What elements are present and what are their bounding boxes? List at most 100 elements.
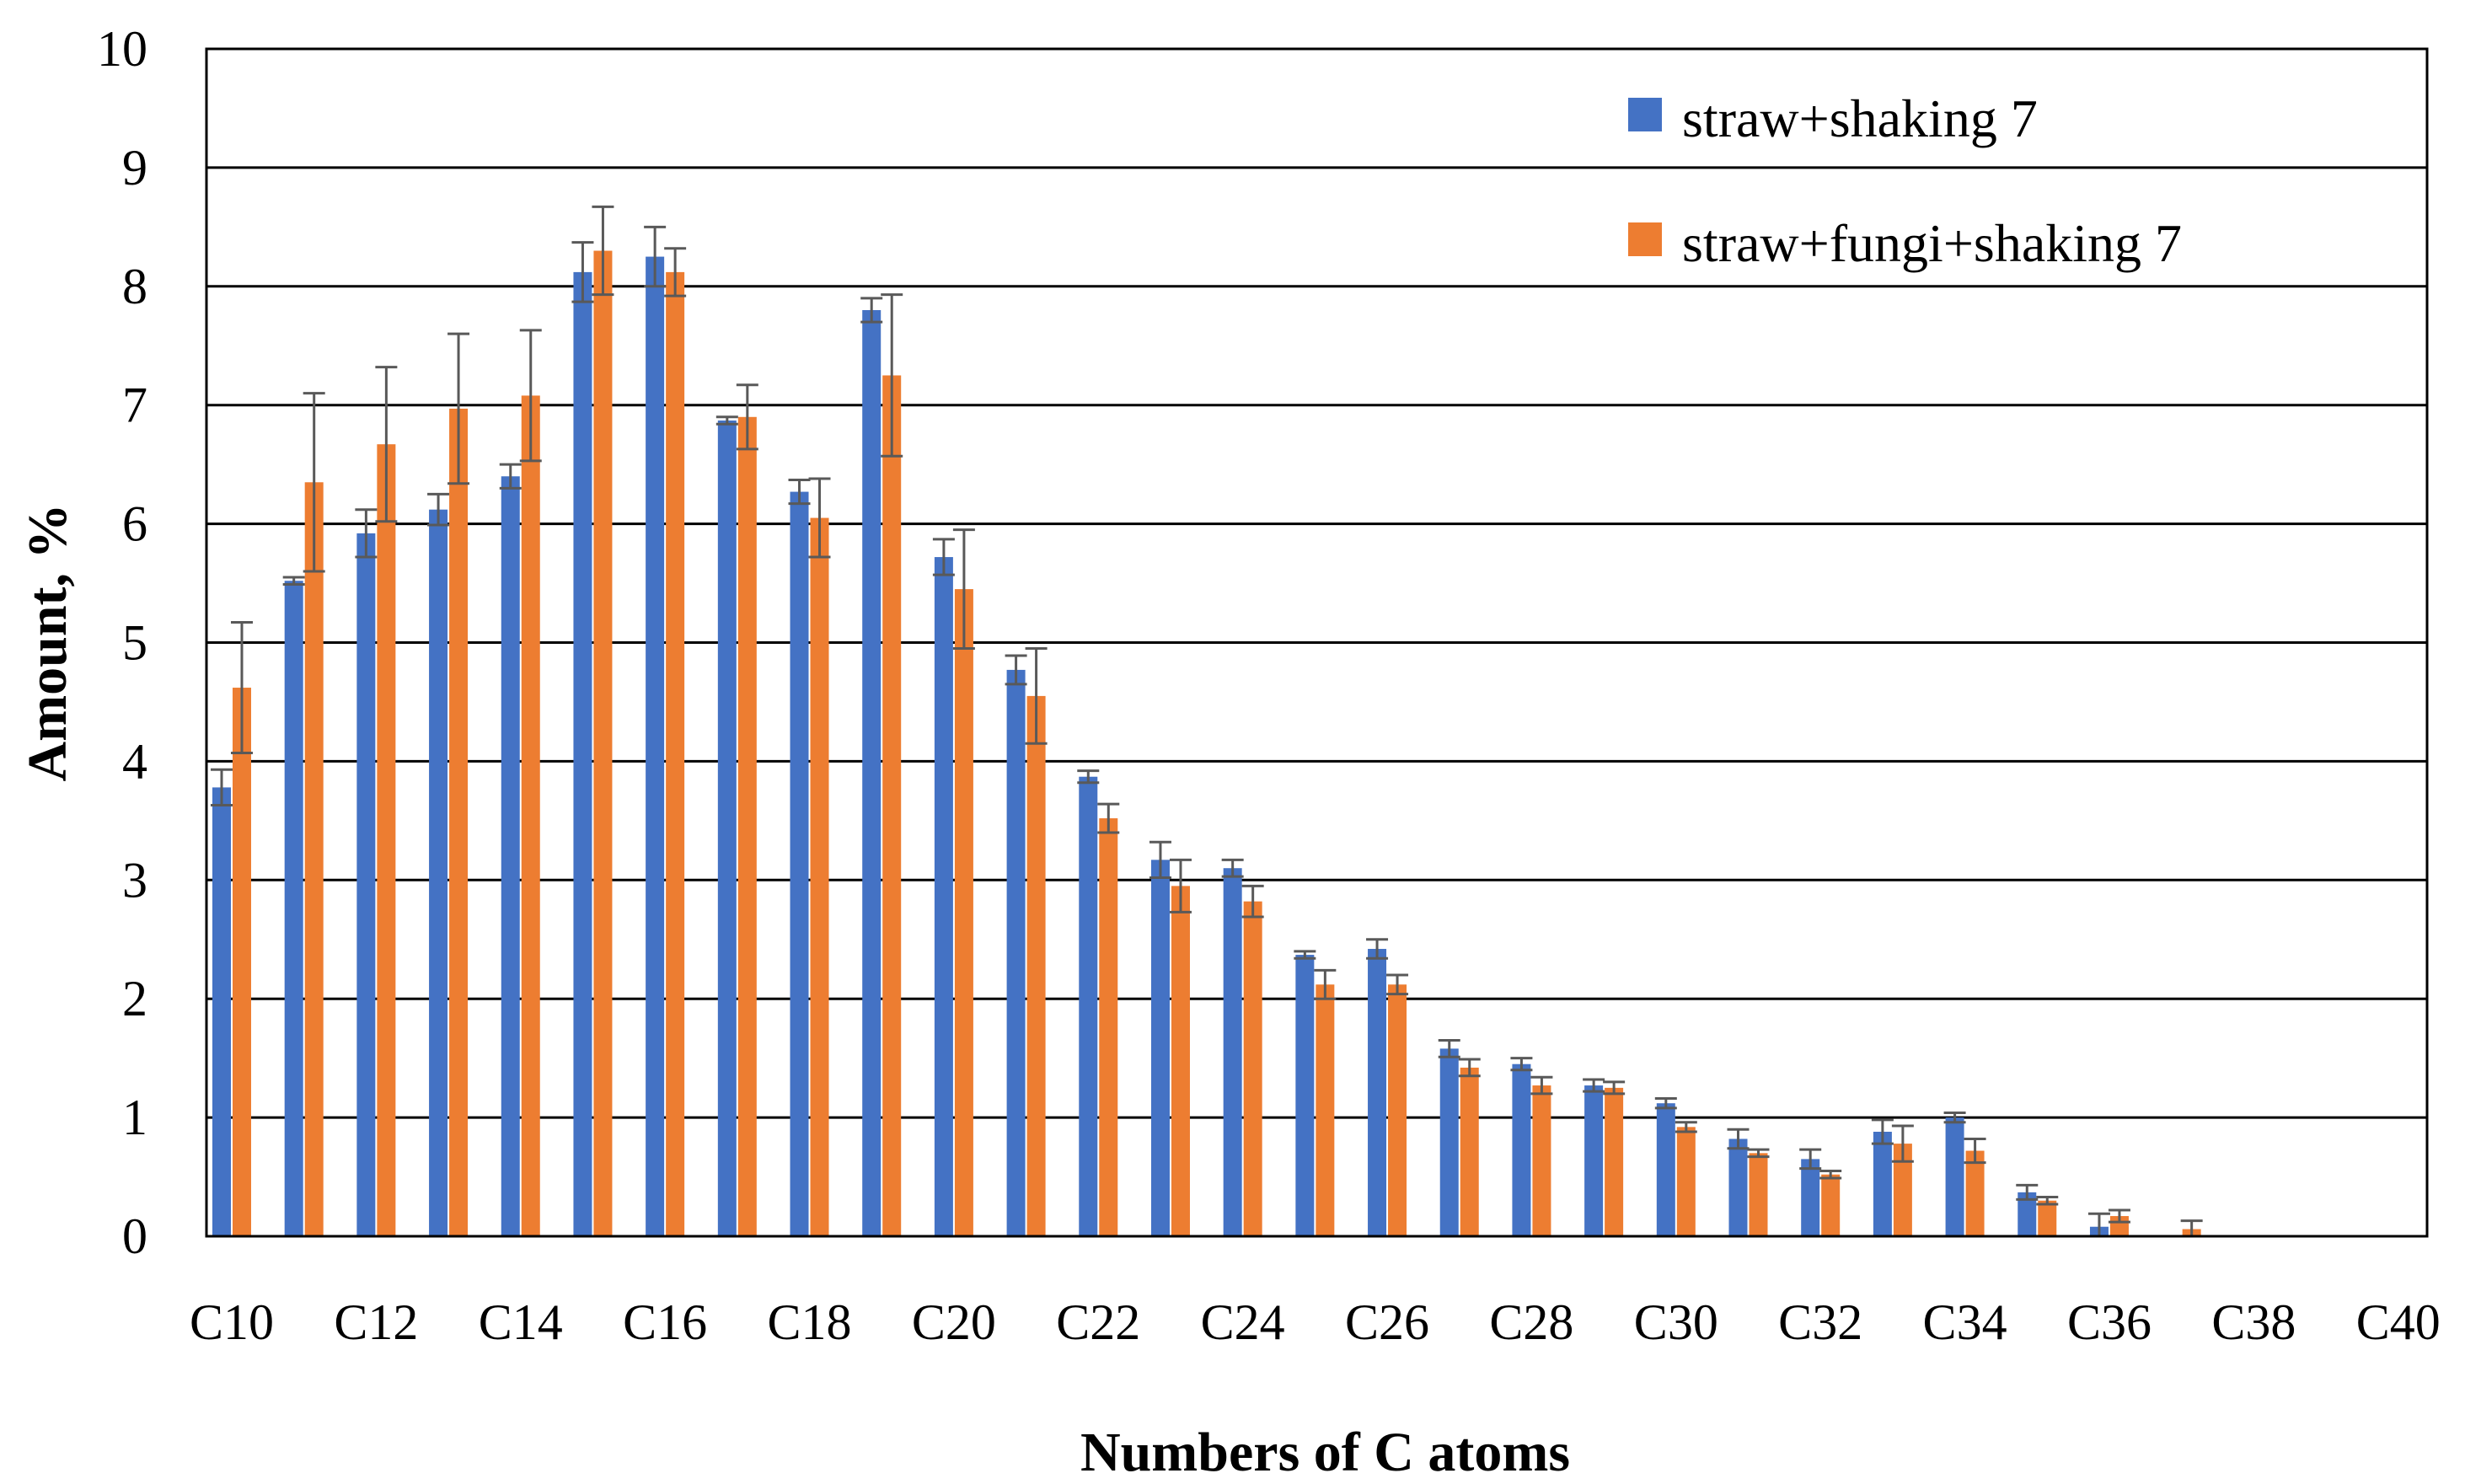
bar-straw-fungi-shaking-C22 <box>1099 818 1118 1236</box>
error-bar <box>1097 802 1120 834</box>
x-tick-label: C16 <box>623 1294 707 1350</box>
error-bar <box>1025 647 1048 745</box>
bar-straw-shaking-C14 <box>501 476 520 1236</box>
error-bar <box>1366 938 1389 960</box>
error-bar <box>2108 1208 2130 1224</box>
bar-straw-fungi-shaking-C24 <box>1243 901 1262 1236</box>
error-bar <box>1871 1118 1894 1145</box>
bar-straw-shaking-C30 <box>1656 1103 1675 1236</box>
y-tick-label: 5 <box>122 615 147 671</box>
bar-straw-fungi-shaking-C10 <box>232 688 251 1236</box>
bar-straw-shaking-C31 <box>1728 1138 1748 1236</box>
error-bar <box>1294 950 1316 960</box>
error-bar <box>881 293 903 458</box>
error-bar <box>644 225 667 288</box>
x-axis-title: Numbers of C atoms <box>1080 1422 1570 1483</box>
bar-straw-fungi-shaking-C21 <box>1026 695 1046 1236</box>
error-bar <box>1799 1148 1822 1171</box>
error-bar <box>1747 1148 1770 1159</box>
legend: straw+shaking 7 straw+fungi+shaking 7 <box>1628 88 2182 273</box>
x-tick-label: C38 <box>2211 1294 2296 1350</box>
bar-straw-shaking-C21 <box>1006 669 1026 1236</box>
bar-straw-shaking-C16 <box>646 256 665 1237</box>
error-bar <box>375 366 398 523</box>
bars <box>212 250 2201 1237</box>
y-tick-label: 6 <box>122 496 147 552</box>
error-bar <box>932 538 955 576</box>
error-bar <box>447 332 470 485</box>
x-tick-label: C20 <box>912 1294 996 1350</box>
bar-straw-shaking-C26 <box>1368 949 1387 1236</box>
bar-straw-shaking-C11 <box>284 581 303 1236</box>
x-tick-label: C18 <box>768 1294 852 1350</box>
bar-straw-shaking-C29 <box>1584 1085 1604 1236</box>
bar-straw-fungi-shaking-C26 <box>1388 984 1407 1236</box>
error-bar <box>2016 1183 2039 1201</box>
error-bar <box>1386 973 1409 996</box>
bar-straw-fungi-shaking-C25 <box>1316 984 1335 1236</box>
y-tick-label: 1 <box>122 1090 147 1145</box>
legend-swatch-straw-fungi-shaking <box>1628 222 1662 256</box>
error-bar <box>1438 1039 1460 1058</box>
bar-straw-shaking-C32 <box>1801 1159 1820 1236</box>
bar-straw-shaking-C34 <box>1945 1117 1964 1236</box>
y-tick-label: 3 <box>122 852 147 908</box>
x-tick-label: C12 <box>334 1294 418 1350</box>
bar-straw-shaking-C19 <box>862 309 882 1237</box>
bar-straw-shaking-C35 <box>2018 1192 2037 1236</box>
x-tick-label: C34 <box>1923 1294 2007 1350</box>
bar-straw-shaking-C28 <box>1512 1063 1531 1236</box>
error-bar <box>427 492 450 527</box>
error-bar <box>1675 1121 1697 1133</box>
bar-straw-fungi-shaking-C19 <box>882 375 902 1237</box>
error-bar <box>1891 1124 1914 1163</box>
bar-straw-fungi-shaking-C14 <box>521 395 540 1237</box>
y-tick-label: 0 <box>122 1208 147 1264</box>
y-tick-label: 4 <box>122 733 147 789</box>
y-axis-title: Amount, % <box>17 503 78 781</box>
bar-straw-shaking-C13 <box>429 509 448 1236</box>
error-bar <box>210 768 233 807</box>
error-bar <box>788 478 811 506</box>
x-tick-label: C40 <box>2356 1294 2441 1350</box>
error-bar <box>1077 769 1100 785</box>
error-bar <box>1727 1128 1750 1150</box>
plot-area-frame <box>205 47 2429 1238</box>
x-tick-label: C24 <box>1201 1294 1285 1350</box>
x-tick-label: C36 <box>2067 1294 2152 1350</box>
y-tick-label: 9 <box>122 140 147 196</box>
error-bar <box>303 392 325 573</box>
bar-straw-fungi-shaking-C20 <box>954 589 973 1236</box>
bar-straw-fungi-shaking-C23 <box>1171 886 1190 1236</box>
error-bar <box>1964 1137 1986 1165</box>
bar-straw-shaking-C15 <box>573 271 592 1237</box>
bar-straw-fungi-shaking-C29 <box>1605 1087 1624 1236</box>
x-tick-label: C14 <box>479 1294 563 1350</box>
error-bar <box>1530 1075 1553 1096</box>
error-bar <box>808 477 831 559</box>
bar-straw-fungi-shaking-C11 <box>304 482 324 1236</box>
bar-straw-fungi-shaking-C18 <box>810 517 829 1236</box>
error-bar <box>860 297 883 324</box>
error-bar <box>1221 858 1244 878</box>
error-bar <box>592 205 614 297</box>
error-bar <box>1943 1111 1966 1124</box>
error-bar <box>519 329 542 463</box>
error-bars <box>210 205 2203 1238</box>
bar-straw-shaking-C25 <box>1295 955 1315 1236</box>
x-tick-label: C10 <box>190 1294 274 1350</box>
error-bar <box>1458 1058 1481 1078</box>
bar-straw-fungi-shaking-C27 <box>1460 1067 1479 1236</box>
error-bar <box>2036 1196 2059 1206</box>
error-bar <box>664 247 687 297</box>
x-tick-label: C26 <box>1345 1294 1429 1350</box>
x-tick-label: C32 <box>1778 1294 1862 1350</box>
x-tick-label: C22 <box>1056 1294 1140 1350</box>
x-tick-label: C28 <box>1489 1294 1573 1350</box>
y-tick-label: 2 <box>122 971 147 1026</box>
y-tick-label: 7 <box>122 378 147 433</box>
bar-straw-fungi-shaking-C31 <box>1749 1153 1768 1236</box>
bar-straw-shaking-C10 <box>212 787 231 1236</box>
bar-straw-shaking-C23 <box>1150 860 1170 1236</box>
